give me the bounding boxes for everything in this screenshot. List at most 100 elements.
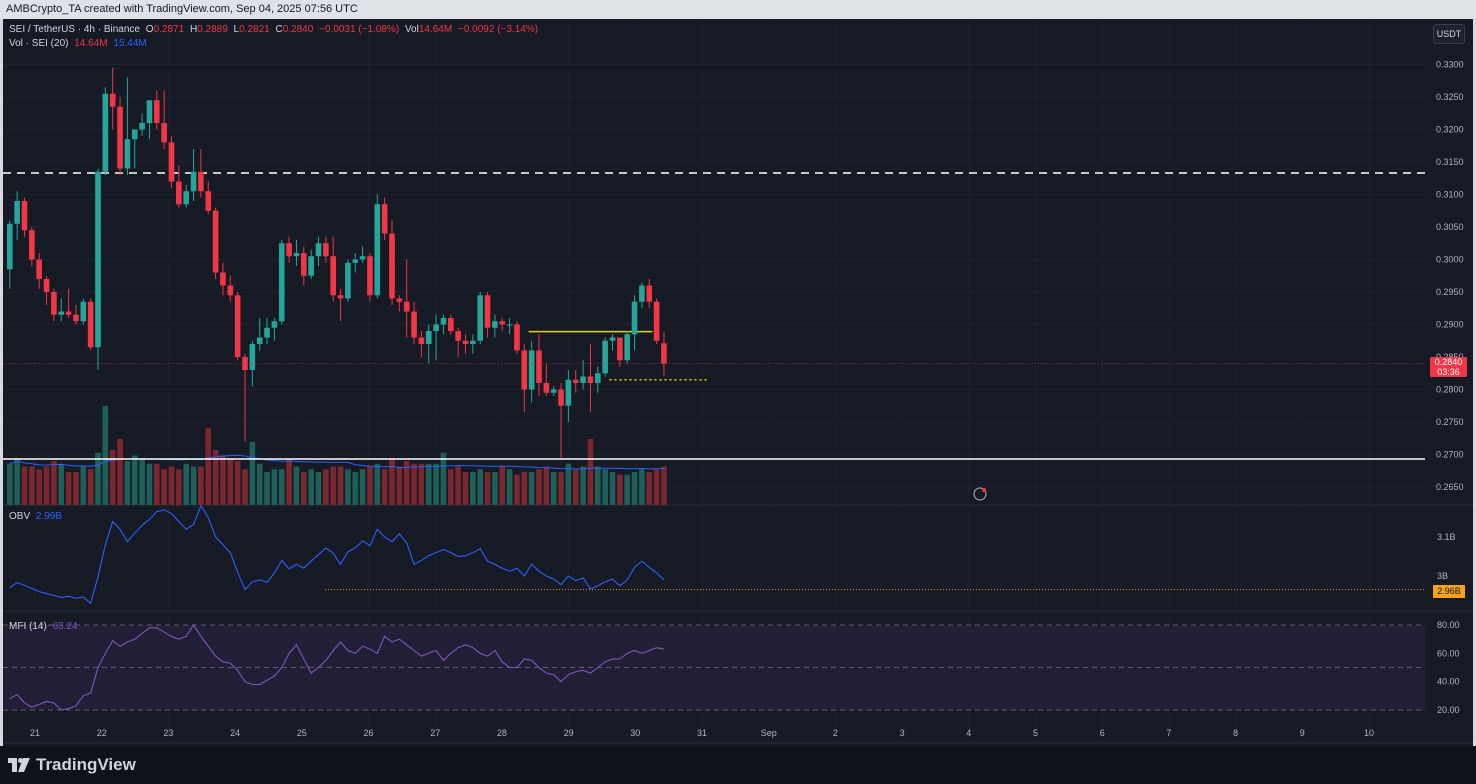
candle-body xyxy=(639,285,645,302)
candle-body xyxy=(146,100,153,123)
time-axis-label: 5 xyxy=(1033,728,1038,738)
price-axis-tick: 0.2700 xyxy=(1436,450,1464,460)
candle-body xyxy=(264,327,270,338)
candle-body xyxy=(102,93,109,172)
time-axis-label: 29 xyxy=(564,728,574,738)
volume-bar xyxy=(609,472,616,505)
volume-bar xyxy=(146,463,153,505)
candle-body xyxy=(95,171,101,348)
candle-body xyxy=(653,301,660,341)
volume-bar xyxy=(506,469,513,505)
time-axis-label: 30 xyxy=(630,728,640,738)
volume-bar xyxy=(514,474,520,505)
volume-bar xyxy=(308,469,314,505)
candle-body xyxy=(58,311,65,315)
candle-body xyxy=(543,383,550,393)
volume-bar xyxy=(477,469,483,505)
tradingview-logo[interactable]: TradingView xyxy=(8,755,136,775)
candle-body xyxy=(470,340,476,344)
candle-body xyxy=(21,201,28,231)
candle-body xyxy=(154,100,160,123)
candle-body xyxy=(301,253,307,276)
candle-body xyxy=(359,256,366,260)
volume-bar xyxy=(124,461,131,505)
candle-body xyxy=(293,253,300,257)
volume-bar xyxy=(631,472,638,505)
obv-line xyxy=(9,504,665,605)
volume-bar xyxy=(301,472,307,505)
volume-bar xyxy=(602,469,608,505)
candle-body xyxy=(117,106,123,169)
candle-body xyxy=(286,243,292,257)
candle-body xyxy=(249,344,256,370)
time-axis-label: 6 xyxy=(1100,728,1105,738)
volume-bar xyxy=(352,472,359,505)
symbol-legend: SEI / TetherUS · 4h · Binance O0.2871 H0… xyxy=(9,24,538,35)
volume-bar xyxy=(639,469,645,505)
candle-body xyxy=(183,191,189,205)
volume-bar xyxy=(448,469,454,505)
volume-bar xyxy=(433,463,439,505)
mfi-label: MFI (14) xyxy=(9,621,47,632)
time-axis-label: 21 xyxy=(30,728,40,738)
chart-frame[interactable]: 0.3300 0.3250 0.3200 0.3150 0.3100 0.3050 0.30… xyxy=(3,19,1473,746)
chart-canvas[interactable]: 0.3300 0.3250 0.3200 0.3150 0.3100 0.3050 0.30… xyxy=(3,19,1473,746)
volume-value: 14.64M xyxy=(418,24,453,35)
candle-body xyxy=(176,181,182,205)
volume-indicator-value: 14.64M xyxy=(74,38,108,49)
volume-bar xyxy=(418,463,425,505)
obv-axis-tick: 3.1B xyxy=(1437,532,1456,542)
time-axis-label: Sep xyxy=(761,728,777,738)
volume-bar xyxy=(536,469,542,505)
volume-bar xyxy=(367,466,373,505)
currency-button[interactable]: USDT xyxy=(1433,24,1465,44)
volume-bar xyxy=(234,461,241,505)
volume-bar xyxy=(653,469,660,505)
candle-body xyxy=(256,337,263,344)
volume-label: Vol xyxy=(404,24,419,35)
candle-body xyxy=(631,301,638,335)
volume-bar xyxy=(161,469,167,505)
volume-bar xyxy=(323,469,329,505)
volume-bar xyxy=(425,463,432,505)
candle-body xyxy=(367,256,373,296)
volume-indicator-name: Vol · SEI (20) xyxy=(9,38,69,49)
candle-body xyxy=(528,350,535,390)
volume-bar xyxy=(646,472,653,505)
volume-bar xyxy=(139,458,145,505)
volume-bar xyxy=(80,466,87,505)
volume-ma-value: 15.44M xyxy=(113,38,147,49)
obv-value: 2.99B xyxy=(35,511,63,522)
volume-bar xyxy=(359,469,366,505)
attribution-text: AMBCrypto_TA created with TradingView.co… xyxy=(6,3,358,15)
mfi-axis-tick: 80.00 xyxy=(1437,620,1460,630)
volume-bar xyxy=(455,466,461,505)
footer-bar: TradingView xyxy=(0,746,1476,784)
volume-bar xyxy=(87,469,94,505)
time-axis-label: 23 xyxy=(163,728,173,738)
candle-body xyxy=(345,262,351,299)
volume-bar xyxy=(528,472,535,505)
candle-body xyxy=(29,230,35,260)
mfi-axis-tick: 40.00 xyxy=(1437,677,1460,687)
volume-bar xyxy=(411,463,417,505)
obv-label: OBV xyxy=(9,511,31,522)
volume-bar xyxy=(374,463,381,505)
volume-bar xyxy=(198,466,204,505)
price-axis-tick: 0.3000 xyxy=(1436,255,1464,265)
volume-bar xyxy=(36,469,42,505)
volume-bar xyxy=(403,461,410,505)
candle-body xyxy=(198,171,204,192)
candle-body xyxy=(587,376,594,383)
volume-bar xyxy=(29,466,35,505)
mfi-legend: MFI (14) 63.24 xyxy=(9,621,78,632)
candle-body xyxy=(418,337,425,344)
candle-body xyxy=(433,324,439,331)
volume-bar xyxy=(286,458,292,505)
symbol-name: SEI / TetherUS · 4h · Binance xyxy=(9,24,140,35)
volume-bar xyxy=(190,466,197,505)
candle-body xyxy=(124,139,131,169)
candle-body xyxy=(352,259,359,263)
candle-body xyxy=(212,210,219,273)
candle-body xyxy=(381,204,388,234)
